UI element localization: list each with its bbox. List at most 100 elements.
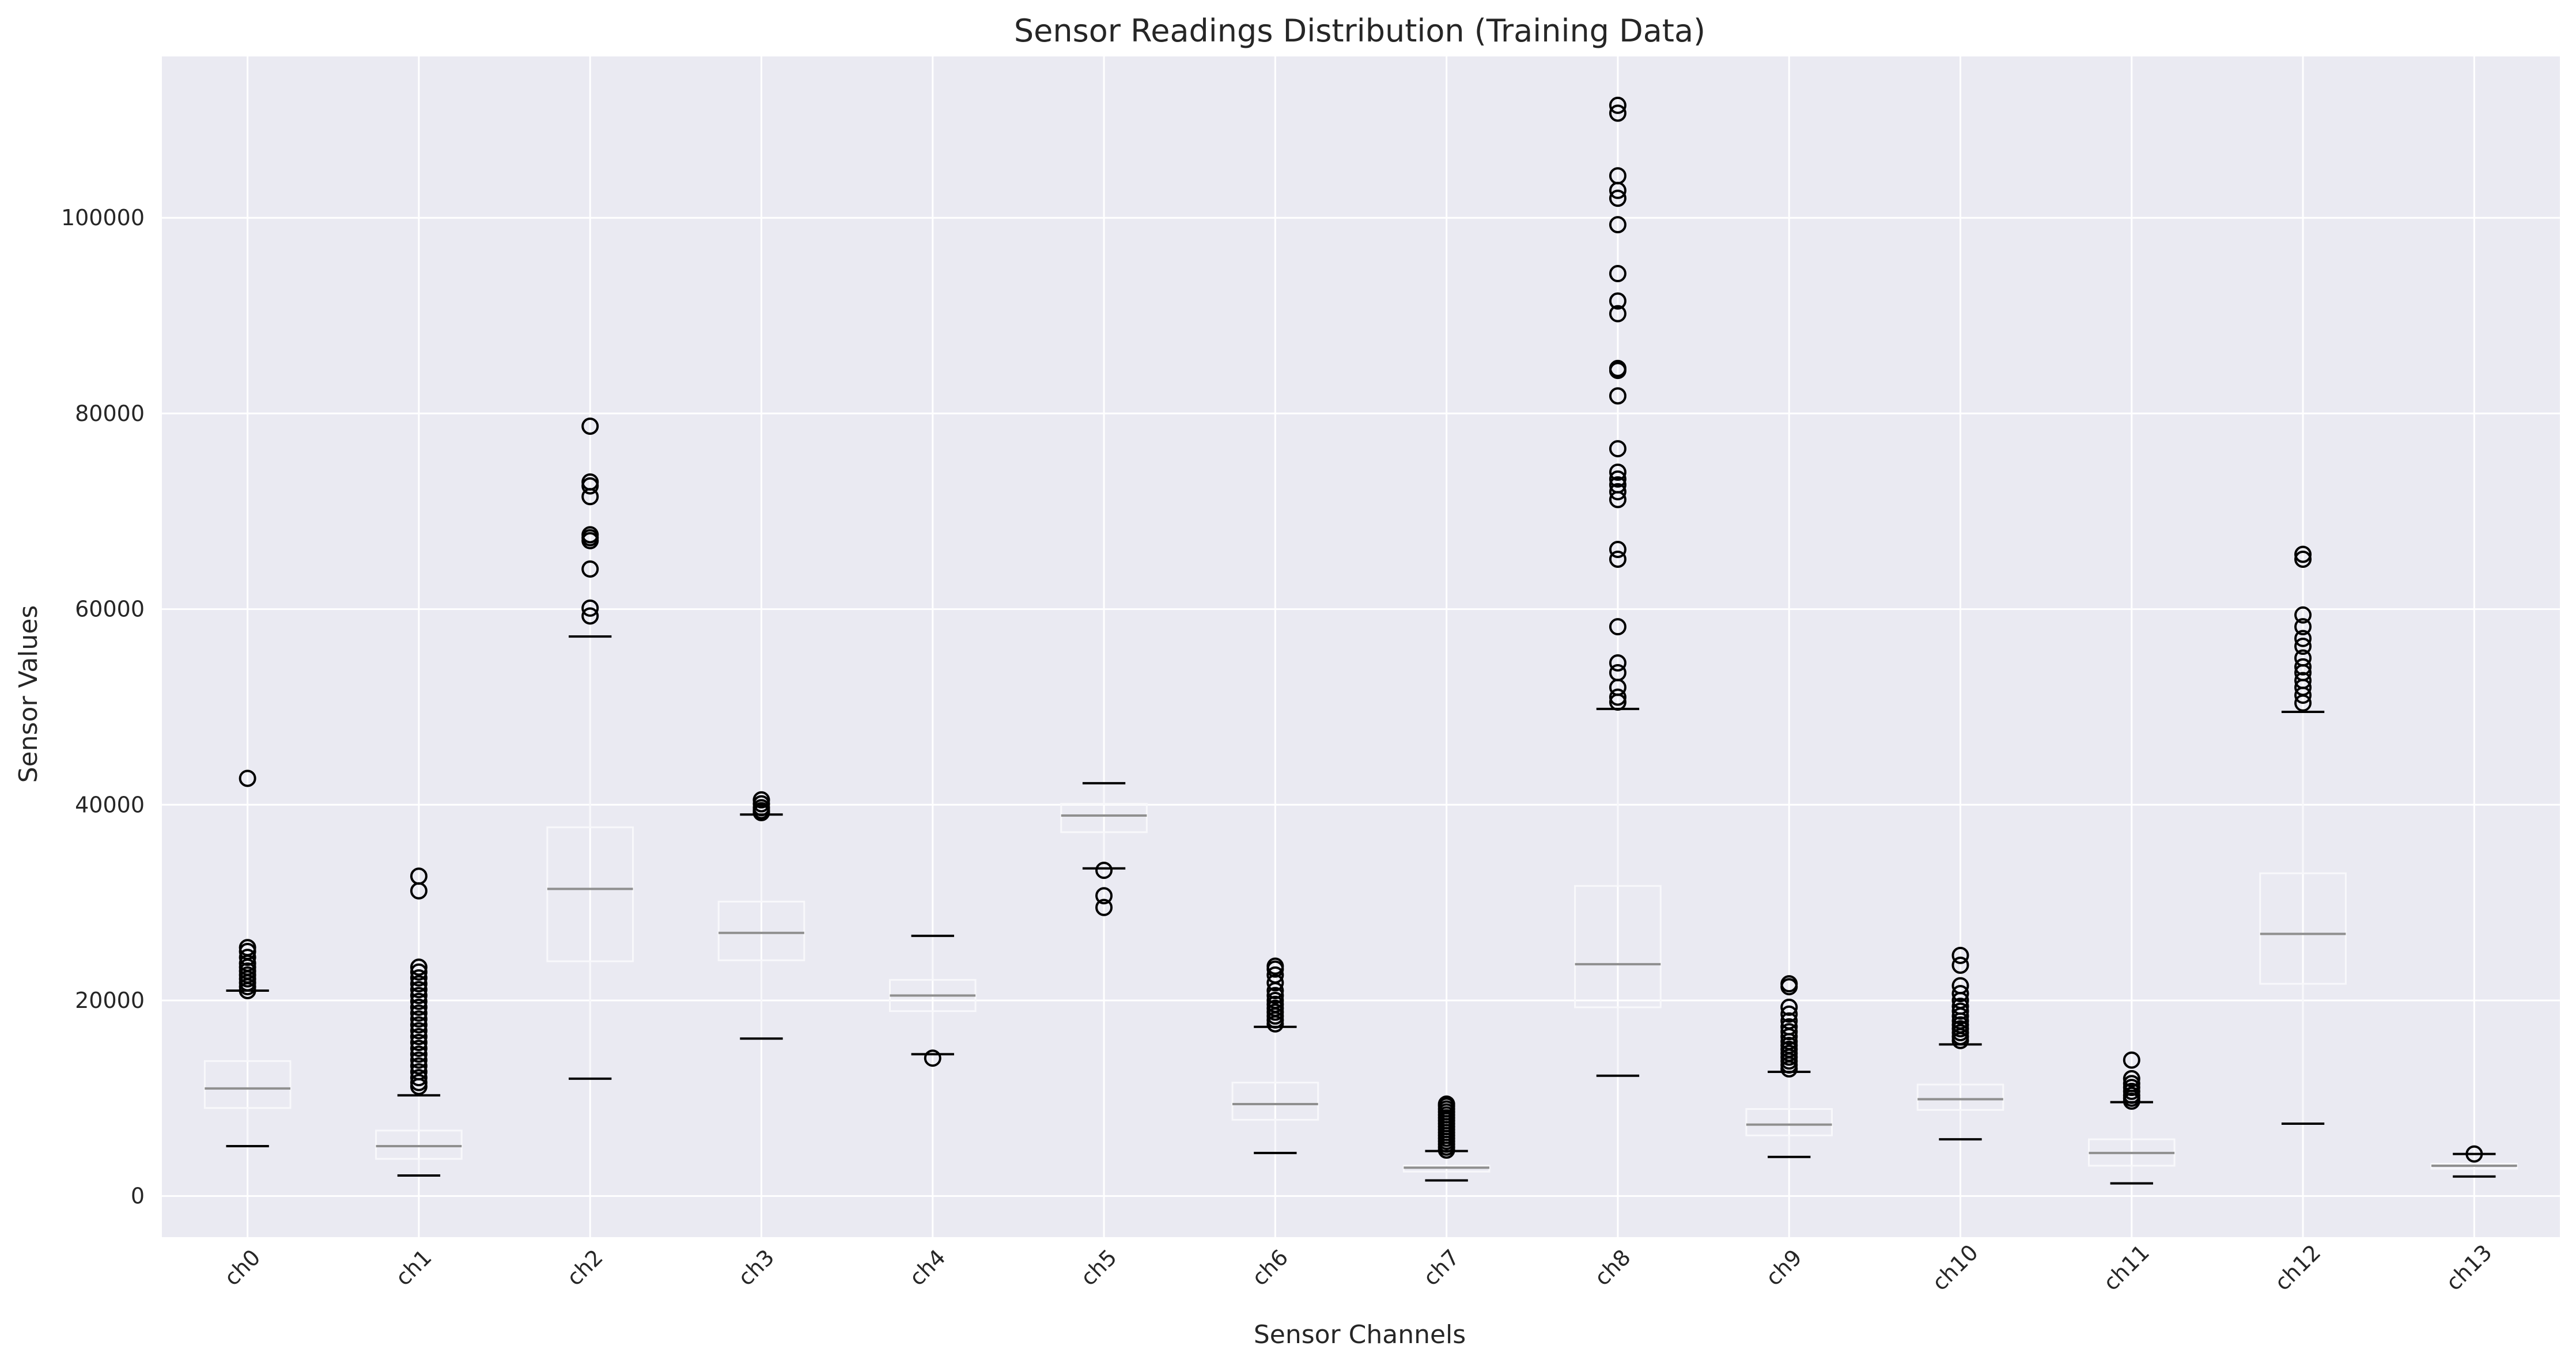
box-ch3 <box>717 791 805 1040</box>
box-iqr <box>1916 1083 2004 1111</box>
outlier-point <box>1609 654 1626 672</box>
outlier-point <box>410 992 428 1010</box>
outlier-point <box>410 981 428 999</box>
outlier-point <box>581 599 599 617</box>
outlier-point <box>1609 463 1626 481</box>
box-ch2 <box>546 418 634 1080</box>
outlier-point <box>1266 966 1284 984</box>
outlier-point <box>1266 987 1284 1004</box>
outlier-point <box>239 939 256 957</box>
outlier-point <box>2123 1070 2140 1087</box>
outlier-point <box>410 987 428 1004</box>
outlier-point <box>410 1034 428 1052</box>
outlier-point <box>752 791 770 809</box>
outlier-point <box>581 473 599 491</box>
outlier-point <box>410 1022 428 1040</box>
outlier-point <box>2465 1145 2483 1163</box>
outlier-point <box>410 1069 428 1087</box>
box-iqr <box>1745 1108 1833 1136</box>
outlier-point <box>1095 862 1113 879</box>
outlier-point <box>1780 1018 1798 1036</box>
box-iqr <box>2259 872 2347 985</box>
outlier-point <box>410 1074 428 1091</box>
outlier-point <box>1095 898 1113 916</box>
y-axis-ticks: 0 20000 40000 60000 80000 100000 <box>61 205 145 1208</box>
box-ch6 <box>1231 957 1319 1154</box>
box-ch5 <box>1060 782 1148 916</box>
outlier-point <box>2294 618 2312 636</box>
outlier-point <box>410 1016 428 1034</box>
y-tick-label: 40000 <box>75 792 145 817</box>
outlier-point <box>1609 265 1626 283</box>
box-ch11 <box>2087 1051 2176 1185</box>
outlier-point <box>581 560 599 578</box>
outlier-point <box>1780 1005 1798 1023</box>
outlier-point <box>1609 483 1626 500</box>
box-ch0 <box>203 769 292 1148</box>
box-iqr <box>546 826 634 962</box>
outlier-point <box>1609 476 1626 494</box>
outlier-point <box>1780 998 1798 1016</box>
outlier-point <box>410 998 428 1016</box>
outlier-point <box>1609 216 1626 234</box>
outlier-point <box>581 418 599 435</box>
outlier-point <box>1951 946 1969 964</box>
outlier-point <box>410 1040 428 1057</box>
outlier-point <box>410 1051 428 1069</box>
outlier-point <box>410 1027 428 1045</box>
outlier-point <box>1609 359 1626 377</box>
outlier-point <box>2123 1075 2140 1093</box>
outlier-point <box>1951 985 1969 1003</box>
outlier-point <box>1951 1002 1969 1020</box>
box-ch1 <box>375 867 463 1177</box>
outlier-point <box>1266 974 1284 992</box>
outlier-point <box>1609 167 1626 185</box>
box-ch9 <box>1745 975 1833 1158</box>
outlier-point <box>1780 1012 1798 1030</box>
outlier-point <box>1609 104 1626 122</box>
box-ch4 <box>888 934 977 1067</box>
outlier-point <box>2294 638 2312 655</box>
box-iqr <box>1574 885 1662 1008</box>
outlier-point <box>1609 470 1626 488</box>
y-tick-label: 0 <box>131 1184 145 1209</box>
box-ch7 <box>1402 1095 1491 1182</box>
outlier-point <box>581 526 599 544</box>
outlier-point <box>1438 1095 1455 1113</box>
outlier-point <box>1266 957 1284 975</box>
outlier-point <box>410 963 428 981</box>
outlier-point <box>410 969 428 987</box>
box-iqr <box>1060 803 1148 833</box>
outlier-point <box>410 867 428 885</box>
outlier-point <box>1609 387 1626 405</box>
y-tick-label: 80000 <box>75 401 145 426</box>
box-ch13 <box>2430 1145 2518 1178</box>
outlier-point <box>410 1010 428 1028</box>
outlier-point <box>410 975 428 993</box>
chart-title: Sensor Readings Distribution (Training D… <box>1014 13 1705 49</box>
outlier-point <box>1951 998 1969 1015</box>
outlier-point <box>1609 440 1626 458</box>
outlier-point <box>1266 991 1284 1009</box>
box-ch10 <box>1916 946 2004 1141</box>
box-iqr <box>717 900 805 961</box>
box-ch12 <box>2259 545 2347 1125</box>
outlier-point <box>239 769 256 787</box>
outlier-point <box>410 1063 428 1080</box>
outlier-point <box>410 1057 428 1075</box>
outlier-point <box>2294 606 2312 624</box>
outlier-point <box>1609 688 1626 706</box>
outlier-point <box>1095 887 1113 905</box>
x-axis-label: Sensor Channels <box>1254 1320 1466 1349</box>
outlier-point <box>2294 545 2312 563</box>
outlier-point <box>1780 1023 1798 1041</box>
box-ch8 <box>1574 96 1662 1077</box>
box-iqr <box>203 1060 292 1109</box>
outlier-point <box>1609 618 1626 636</box>
y-tick-label: 100000 <box>61 205 145 230</box>
y-tick-label: 60000 <box>75 597 145 622</box>
outlier-point <box>1609 664 1626 682</box>
boxes-group <box>203 96 2518 1185</box>
y-tick-label: 20000 <box>75 988 145 1013</box>
